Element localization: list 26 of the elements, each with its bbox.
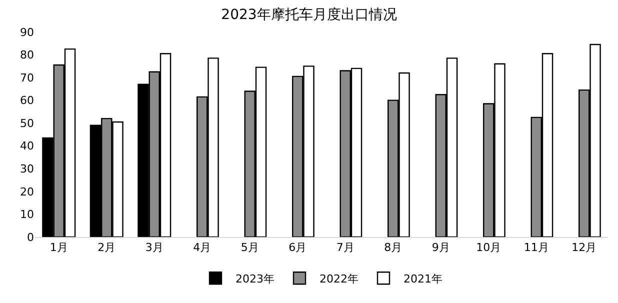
chart-title: 2023年摩托车月度出口情况 [221,6,397,23]
x-tick-label: 9月 [432,241,450,254]
legend-label: 2023年 [236,272,274,286]
y-tick-label: 50 [20,116,34,130]
legend-label: 2021年 [404,272,442,286]
x-tick-label: 8月 [384,241,402,254]
x-tick-label: 7月 [336,241,354,254]
x-tick-label: 1月 [50,241,68,254]
x-tick-label: 10月 [476,241,502,254]
legend-label: 2022年 [320,272,358,286]
y-tick-label: 30 [20,162,34,176]
y-tick-label: 80 [20,48,34,62]
y-tick-label: 70 [20,71,34,84]
y-tick-label: 0 [27,230,34,244]
y-tick-label: 40 [20,140,34,153]
x-tick-label: 11月 [524,241,549,254]
x-tick-label: 6月 [288,241,307,254]
y-tick-label: 20 [20,185,34,198]
y-tick-label: 10 [20,208,34,222]
x-tick-label: 12月 [572,241,597,254]
x-tick-label: 2月 [98,241,116,254]
x-tick-label: 5月 [240,241,259,254]
y-tick-label: 60 [20,94,34,108]
x-tick-label: 4月 [193,241,212,254]
y-tick-label: 90 [20,26,34,39]
x-tick-label: 3月 [145,241,164,254]
